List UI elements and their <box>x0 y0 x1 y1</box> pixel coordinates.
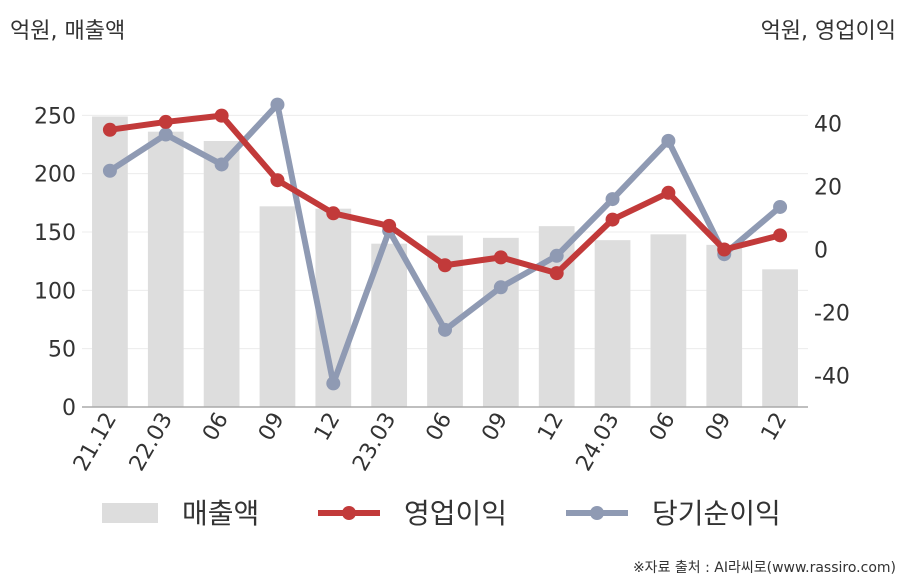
bar <box>594 240 631 407</box>
left-tick-label: 50 <box>48 338 76 363</box>
right-tick-label: 20 <box>814 176 842 201</box>
series-point <box>214 108 229 123</box>
series-point <box>773 228 788 243</box>
series-point <box>549 248 564 263</box>
series-point <box>326 376 341 391</box>
series-point <box>773 199 788 214</box>
series-point <box>549 266 564 281</box>
left-tick-label: 200 <box>34 163 76 188</box>
legend-marker <box>590 506 604 520</box>
x-tick-label: 06 <box>645 409 681 446</box>
legend-label: 당기순이익 <box>652 497 781 530</box>
series-point <box>382 218 397 233</box>
right-tick-label: -40 <box>814 365 850 390</box>
right-axis-unit: 억원, 영업이익 <box>761 19 896 44</box>
right-tick-label: 40 <box>814 113 842 138</box>
legend-swatch <box>102 503 158 523</box>
x-tick-label: 22.03 <box>125 409 178 476</box>
series-point <box>661 185 676 200</box>
x-tick-label: 06 <box>422 409 458 446</box>
series-point <box>270 173 285 188</box>
bar <box>706 244 743 407</box>
x-axis-ticks: 21.12 22.03 06 09 12 23.03 06 09 12 24.03 06 09 12 <box>69 409 792 476</box>
series-point <box>438 322 452 337</box>
legend-marker <box>342 506 356 520</box>
series-point <box>214 157 229 172</box>
left-axis-ticks: 0 50 100 150 200 250 <box>34 104 76 421</box>
line-series <box>102 97 788 391</box>
left-tick-label: 150 <box>34 221 76 246</box>
legend: 매출액 영업이익 당기순이익 <box>102 497 781 530</box>
x-tick-label: 12 <box>757 409 793 446</box>
x-tick-label: 06 <box>198 409 234 446</box>
bar <box>650 234 687 407</box>
x-tick-label: 09 <box>701 409 737 446</box>
x-tick-label: 24.03 <box>572 409 625 476</box>
series-point <box>102 163 117 178</box>
series-point <box>158 114 173 129</box>
left-tick-label: 100 <box>34 279 76 304</box>
left-tick-label: 0 <box>62 396 76 421</box>
series-point <box>270 97 285 112</box>
x-tick-label: 23.03 <box>348 409 401 476</box>
x-tick-label: 21.12 <box>69 409 122 476</box>
bar <box>203 141 240 407</box>
revenue-bars <box>92 116 798 407</box>
series-point <box>438 258 452 273</box>
series-point <box>493 280 508 295</box>
x-tick-label: 09 <box>477 409 513 446</box>
series-point <box>102 122 117 137</box>
x-tick-label: 12 <box>310 409 346 446</box>
right-tick-label: 0 <box>814 239 828 264</box>
series-point <box>661 133 676 148</box>
bar <box>762 269 798 407</box>
series-point <box>326 206 341 221</box>
x-tick-label: 12 <box>533 409 569 446</box>
bar <box>147 131 184 407</box>
bar <box>482 237 519 407</box>
left-axis-unit: 억원, 매출액 <box>10 19 125 44</box>
right-axis-ticks: -40 -20 0 20 40 <box>814 113 850 390</box>
series-point <box>605 212 620 227</box>
left-tick-label: 250 <box>34 104 76 129</box>
x-tick-label: 09 <box>254 409 290 446</box>
source-note: ※자료 출처 : AI라씨로(www.rassiro.com) <box>633 560 896 576</box>
bar <box>259 206 296 407</box>
legend-label: 영업이익 <box>404 497 507 530</box>
series-point <box>493 250 508 265</box>
series-point <box>158 127 173 142</box>
series-point <box>717 242 732 257</box>
legend-label: 매출액 <box>182 497 259 530</box>
series-point <box>605 192 620 207</box>
right-tick-label: -20 <box>814 302 850 327</box>
